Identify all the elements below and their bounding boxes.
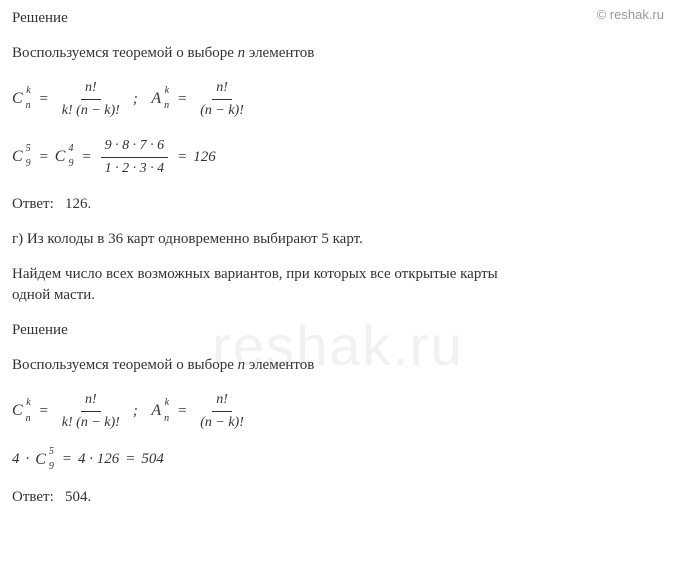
section2-heading: Решение	[12, 320, 664, 341]
theorem-text: Воспользуемся теоремой о выборе n элемен…	[12, 357, 314, 373]
equals: =	[39, 89, 49, 110]
dot: ·	[26, 449, 30, 470]
combination-symbol: C k n	[12, 400, 23, 422]
section2-formula-general: C k n = n! k! (n − k)! ; A k n = n! (n −…	[12, 390, 664, 432]
answer-label: Ответ:	[12, 489, 54, 505]
arrangement-fraction: n! (n − k)!	[196, 390, 248, 432]
equals: =	[125, 449, 135, 470]
arrangement-symbol: A k n	[151, 88, 161, 110]
calc-c95: C 5 9	[12, 146, 23, 168]
answer-value: 126.	[65, 196, 91, 212]
combination-symbol: C k n	[12, 88, 23, 110]
arrangement-symbol: A k n	[151, 400, 161, 422]
equals: =	[62, 449, 72, 470]
find-line1: Найдем число всех возможных вариантов, п…	[12, 266, 498, 282]
document-content: Решение Воспользуемся теоремой о выборе …	[12, 8, 664, 508]
equals: =	[81, 147, 91, 168]
combination-fraction: n! k! (n − k)!	[58, 78, 124, 120]
mult-4: 4	[12, 449, 20, 470]
section1-formula-general: C k n = n! k! (n − k)! ; A k n = n! (n −…	[12, 78, 664, 120]
theorem-text: Воспользуемся теоремой о выборе n элемен…	[12, 45, 314, 61]
arrangement-fraction: n! (n − k)!	[196, 78, 248, 120]
calc-result: 504	[141, 449, 164, 470]
equals: =	[177, 89, 187, 110]
section2-theorem: Воспользуемся теоремой о выборе n элемен…	[12, 355, 664, 376]
section2-problem: г) Из колоды в 36 карт одновременно выби…	[12, 229, 664, 250]
separator: ;	[133, 401, 146, 422]
rhs1: 4 · 126	[78, 449, 119, 470]
equals: =	[177, 147, 187, 168]
section2-answer: Ответ: 504.	[12, 487, 664, 508]
combination-fraction: n! k! (n − k)!	[58, 390, 124, 432]
equals: =	[39, 147, 49, 168]
section2-find: Найдем число всех возможных вариантов, п…	[12, 264, 664, 306]
answer-value: 504.	[65, 489, 91, 505]
section1-answer: Ответ: 126.	[12, 194, 664, 215]
section2-calculation: 4 · C 5 9 = 4 · 126 = 504	[12, 449, 664, 471]
section1-heading: Решение	[12, 8, 664, 29]
calc-result: 126	[193, 147, 216, 168]
equals: =	[39, 401, 49, 422]
calc-fraction: 9 · 8 · 7 · 6 1 · 2 · 3 · 4	[101, 136, 169, 178]
problem-text: Из колоды в 36 карт одновременно выбираю…	[27, 231, 363, 247]
calc-c95: C 5 9	[35, 449, 46, 471]
answer-label: Ответ:	[12, 196, 54, 212]
section1-calculation: C 5 9 = C 4 9 = 9 · 8 · 7 · 6 1 · 2 · 3 …	[12, 136, 664, 178]
equals: =	[177, 401, 187, 422]
section1-theorem: Воспользуемся теоремой о выборе n элемен…	[12, 43, 664, 64]
problem-label: г)	[12, 231, 23, 247]
find-line2: одной масти.	[12, 287, 95, 303]
calc-c94: C 4 9	[55, 146, 66, 168]
separator: ;	[133, 89, 146, 110]
